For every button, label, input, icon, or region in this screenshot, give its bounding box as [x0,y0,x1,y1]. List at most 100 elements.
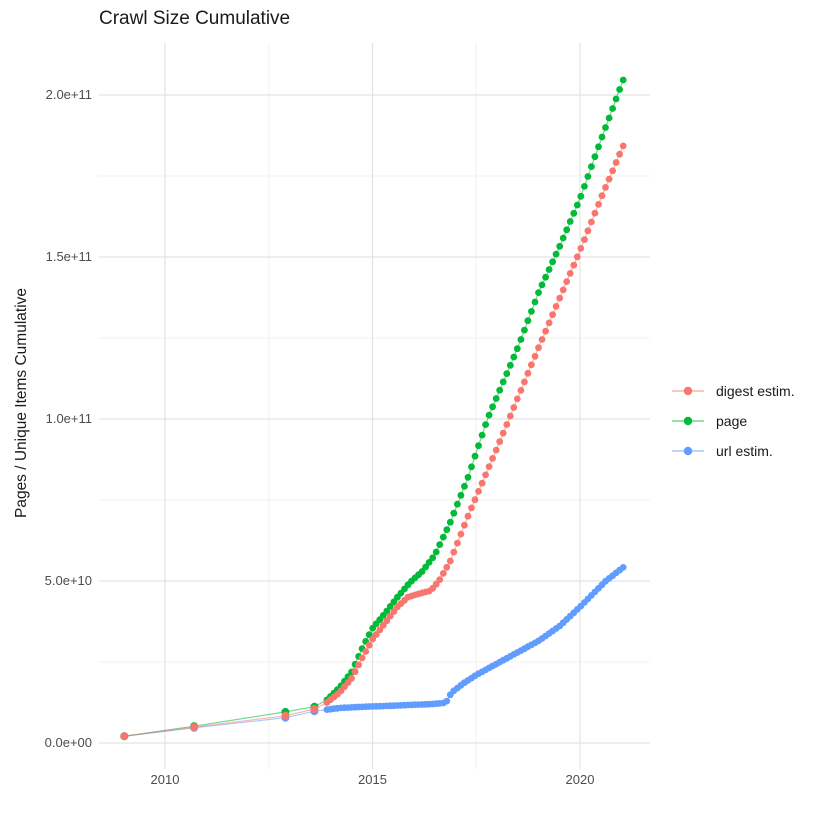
data-point [446,518,454,526]
data-point [538,281,546,289]
data-point [538,336,546,343]
series-line [124,145,624,737]
legend-label: url estim. [716,443,773,459]
data-point [542,327,549,335]
data-point [443,526,451,534]
data-point [612,95,620,103]
data-point [581,236,588,244]
data-point [598,192,606,200]
data-point [386,612,394,620]
data-point [552,250,560,258]
data-point [609,105,616,112]
data-point [443,563,451,571]
data-point [563,278,571,285]
data-point [616,86,623,93]
data-point [454,500,461,508]
data-point [471,496,479,504]
data-point [542,273,549,281]
data-point [365,641,373,649]
series-line [124,566,624,737]
data-point [496,438,504,445]
data-point [457,530,465,538]
data-point [443,697,451,705]
data-point [549,311,556,319]
data-point [577,245,585,252]
data-point [281,711,290,720]
data-point [556,242,564,250]
data-point [464,473,472,481]
data-point [450,548,458,556]
legend-key-icon [672,416,704,426]
data-point [545,266,553,273]
data-point [503,421,511,428]
data-point [619,76,627,84]
data-point [528,308,535,315]
data-point [570,209,578,217]
data-point [390,598,398,606]
data-point [485,463,493,470]
data-point [376,626,384,634]
data-point [390,608,398,615]
data-point [517,336,525,343]
data-point [595,143,602,151]
data-point [545,319,553,327]
data-point [383,617,391,625]
data-point [446,557,454,565]
data-point [489,403,496,411]
series-url-estim- [120,564,627,741]
data-point [556,294,564,302]
data-point [602,184,609,191]
data-point [386,603,394,610]
data-point [485,411,493,419]
data-point [432,580,440,588]
data-point [609,167,616,175]
data-point [355,661,362,669]
data-point [454,539,461,547]
data-point [478,479,486,487]
data-point [513,345,521,353]
x-tick-label: 2015 [358,772,387,787]
data-point [566,218,574,225]
data-point [436,541,444,548]
data-point [362,648,370,655]
data-point [595,201,602,208]
data-point [577,192,585,200]
x-tick-label: 2010 [150,772,180,787]
data-point [535,289,542,296]
data-point [588,218,595,226]
data-point [425,559,433,566]
data-point [588,163,595,171]
data-point [475,488,482,495]
series-digest-estim- [120,142,627,741]
legend-entry: digest estim. [670,376,795,406]
data-point [570,261,578,269]
data-point [619,142,627,150]
data-point [499,378,507,386]
data-point [492,446,500,454]
data-point [506,412,514,420]
data-point [432,548,440,556]
data-point [591,209,599,217]
data-point [464,512,472,520]
x-tick-label: 2020 [565,772,595,787]
data-point [383,607,391,615]
chart-title: Crawl Size Cumulative [99,8,291,29]
data-point [521,326,528,334]
data-point [573,201,581,209]
data-point [506,361,514,369]
data-point [531,298,539,306]
data-point [528,361,535,369]
legend-label: digest estim. [716,383,795,399]
data-point [475,442,482,450]
legend-entry: page [670,406,795,436]
data-point [120,732,129,741]
legend-key-icon [672,446,704,456]
data-point [492,395,500,402]
data-point [573,253,581,261]
data-point [482,471,489,479]
data-point [535,344,542,352]
data-point [379,621,387,629]
data-point [310,705,319,713]
data-point [439,570,447,577]
